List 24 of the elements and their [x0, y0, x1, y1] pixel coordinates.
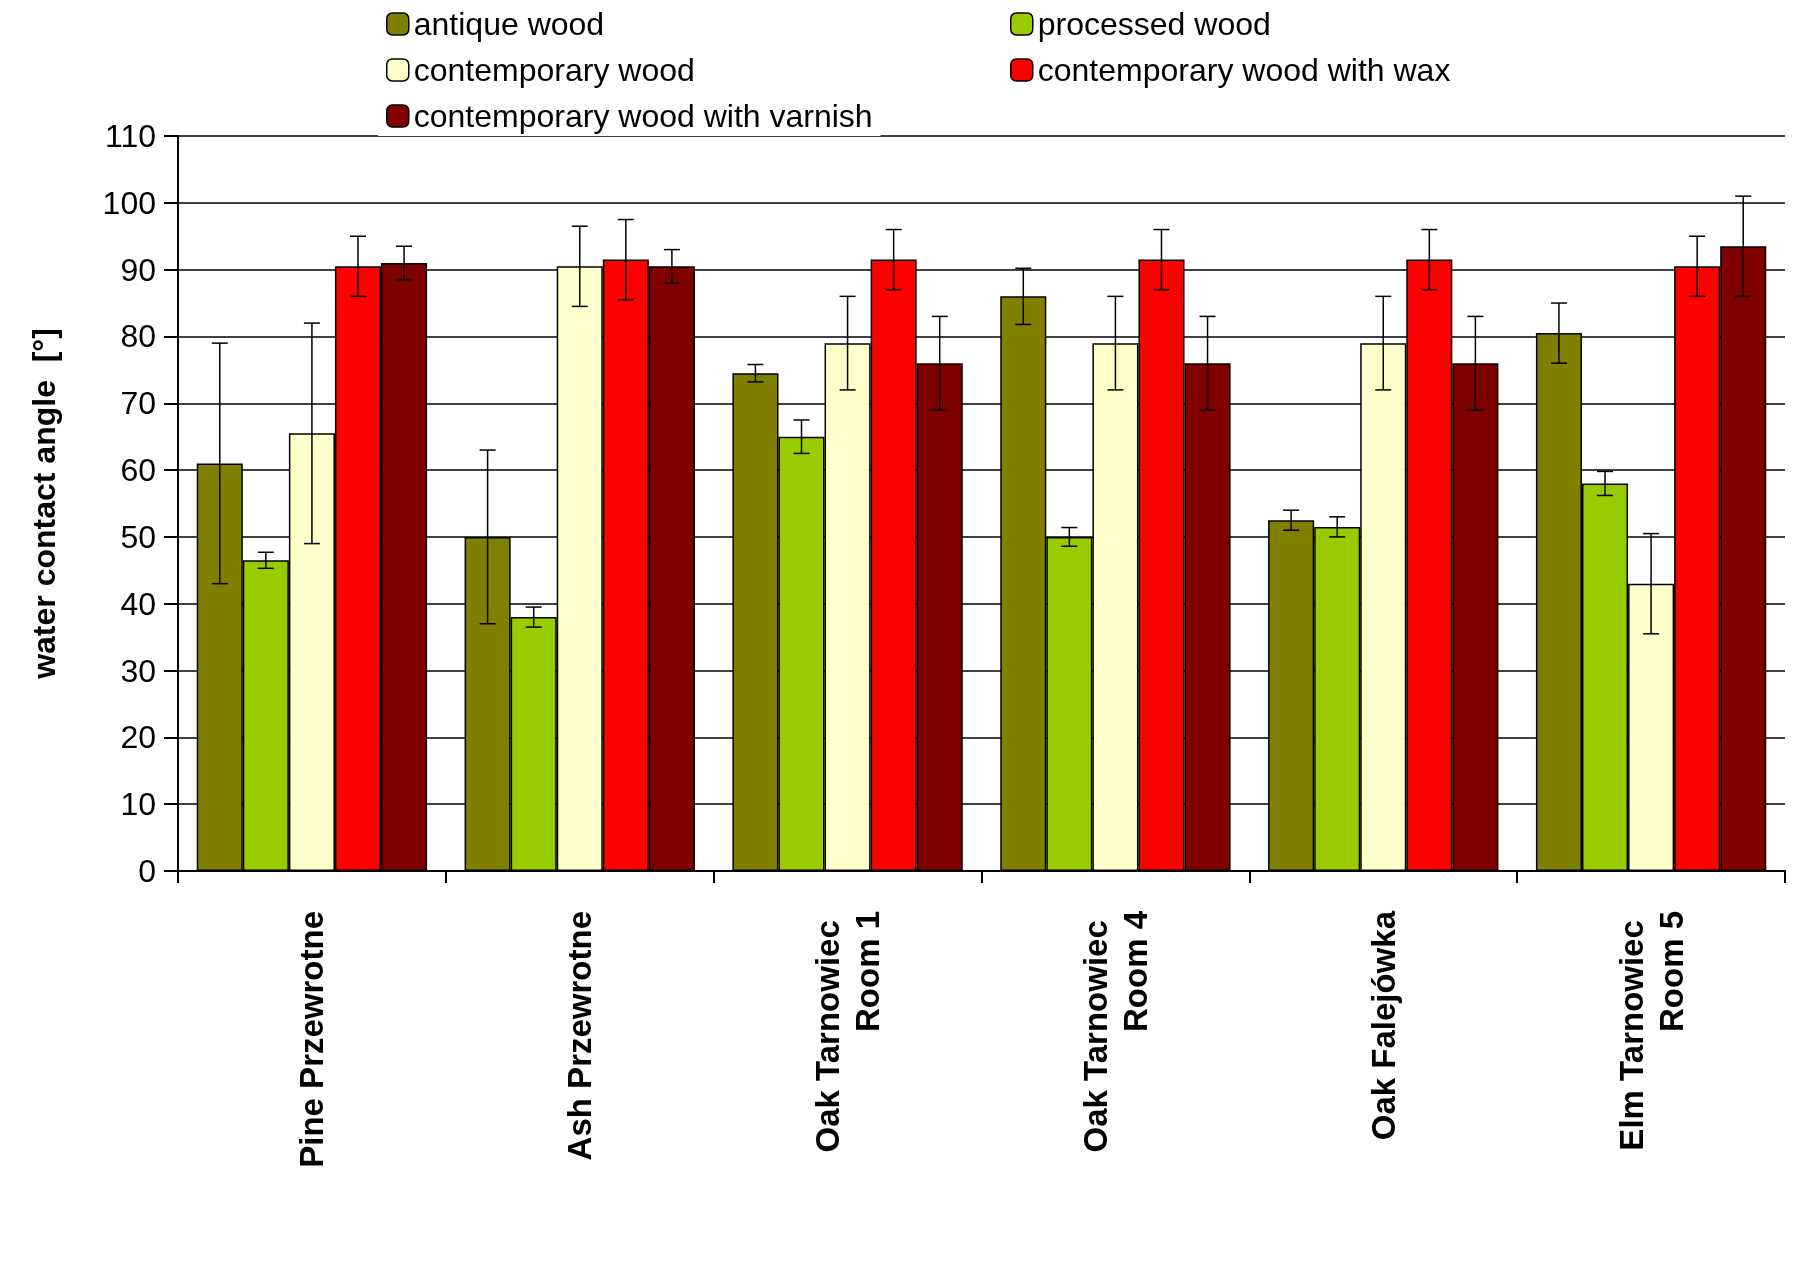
y-tick-label: 0: [138, 853, 156, 889]
legend-label: antique wood: [413, 6, 605, 42]
y-tick-label: 80: [120, 318, 156, 355]
legend-label: contemporary wood: [413, 52, 695, 88]
legend-label: contemporary wood with wax: [1037, 52, 1451, 88]
y-tick-label: 70: [120, 385, 156, 422]
x-tick-label: Elm Tarnowiec Room 5: [1612, 911, 1690, 1151]
x-tick-label: Oak Falejówka: [1364, 910, 1402, 1141]
y-tick-label: 40: [120, 585, 156, 622]
x-tick-label: Pine Przewrotne: [293, 911, 331, 1168]
x-tick-label: Oak Tarnowiec Room 1: [809, 911, 887, 1153]
y-tick-label: 30: [120, 652, 156, 689]
y-tick-label: 60: [120, 452, 156, 489]
legend-label: contemporary wood with varnish: [413, 98, 873, 134]
y-tick-label: 90: [120, 251, 156, 288]
x-tick-label: Ash Przewrotne: [561, 911, 599, 1161]
x-tick-label: Oak Tarnowiec Room 4: [1076, 910, 1154, 1153]
y-tick-label: 100: [102, 184, 156, 221]
y-axis-title: water contact angle [°]: [26, 328, 62, 680]
y-tick-label: 110: [104, 118, 156, 154]
legend-label: processed wood: [1037, 6, 1271, 42]
y-tick-label: 10: [120, 786, 156, 823]
y-tick-label: 50: [120, 518, 156, 555]
y-tick-label: 20: [120, 719, 156, 756]
